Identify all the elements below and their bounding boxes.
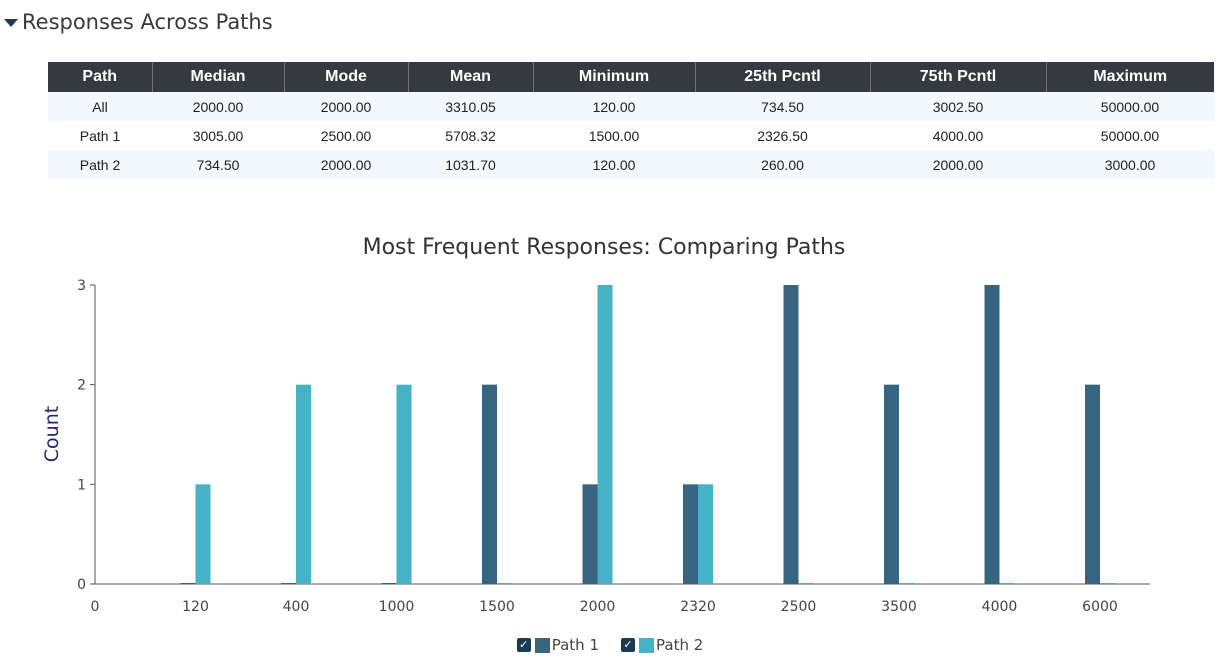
header-25th: 25th Pcntl (695, 62, 871, 92)
header-75th: 75th Pcntl (870, 62, 1047, 92)
x-tick-label: 0 (91, 599, 100, 615)
cell-minimum: 1500.00 (588, 127, 640, 144)
header-mode: Mode (284, 62, 409, 92)
legend: ✓ Path 1 ✓ Path 2 (0, 636, 1220, 654)
x-tick-label: 1500 (479, 599, 515, 615)
plot-area: 0 1 2 3 0 120 400 1000 1500 2000 2320 2500 3500 4000 6… (77, 278, 1150, 615)
table-header-row: Path Median Mode Mean Minimum 25th Pcntl… (48, 62, 1214, 92)
header-median: Median (152, 62, 285, 92)
cell-median: 2000.00 (152, 92, 284, 121)
cell-minimum: 120.00 (533, 92, 695, 121)
bar-path2-2000[interactable] (597, 285, 613, 584)
chart-title: Most Frequent Responses: Comparing Paths (363, 235, 846, 260)
x-tick-label: 400 (283, 599, 310, 615)
cell-75th: 3002.50 (870, 92, 1046, 121)
checkbox-checked-icon[interactable]: ✓ (621, 638, 635, 652)
cell-maximum: 50000.00 (1046, 92, 1214, 121)
bar-path1-2320[interactable] (683, 484, 698, 584)
section-toggle[interactable]: Responses Across Paths (4, 10, 273, 34)
bar-path2-4000[interactable] (999, 583, 1015, 584)
bar-path1-3500[interactable] (884, 384, 899, 584)
header-path: Path (48, 62, 153, 92)
x-tick-label: 1000 (379, 599, 415, 615)
bar-path2-120[interactable] (195, 484, 211, 584)
bar-path1-1000[interactable] (381, 583, 397, 584)
y-axis-label: Count (41, 406, 63, 462)
y-tick-label: 1 (77, 477, 86, 493)
y-tick-label: 0 (77, 577, 86, 593)
legend-item-path2[interactable]: ✓ Path 2 (621, 636, 703, 654)
table-row: Path 1 3005.00 2500.00 5708.32 1500.00 2… (48, 121, 1214, 150)
bar-path2-2320[interactable] (698, 484, 713, 584)
table-row: All 2000.00 2000.00 3310.05 120.00 734.5… (48, 92, 1214, 121)
cell-mean: 1031.70 (408, 150, 533, 179)
cell-25th: 260.00 (695, 150, 870, 179)
header-mean: Mean (408, 62, 534, 92)
legend-swatch (639, 637, 654, 653)
bar-path1-4000[interactable] (984, 285, 1000, 584)
bar-path1-6000[interactable] (1085, 384, 1100, 584)
cell-25th: 2326.50 (757, 127, 808, 144)
bar-path1-2000[interactable] (582, 484, 598, 584)
x-tick-label: 120 (182, 599, 209, 615)
checkbox-checked-icon[interactable]: ✓ (516, 638, 531, 652)
cell-mean: 5708.32 (445, 127, 496, 144)
bar-path2-3500[interactable] (899, 583, 914, 584)
cell-path: Path 1 (79, 127, 121, 144)
cell-median: 3005.00 (192, 127, 244, 144)
x-tick-label: 2000 (580, 599, 616, 615)
x-tick-label: 2500 (781, 599, 817, 615)
cell-minimum: 120.00 (533, 150, 695, 179)
cell-75th: 4000.00 (932, 127, 984, 144)
cell-path: Path 2 (48, 150, 152, 179)
bar-path2-1500[interactable] (497, 583, 512, 584)
header-minimum: Minimum (533, 62, 696, 92)
cell-median: 734.50 (152, 150, 284, 179)
bar-chart: Most Frequent Responses: Comparing Paths… (41, 235, 1150, 615)
cell-25th: 734.50 (695, 92, 870, 121)
cell-path: All (48, 92, 152, 121)
cell-75th: 2000.00 (870, 150, 1046, 179)
table-row: Path 2 734.50 2000.00 1031.70 120.00 260… (48, 150, 1214, 179)
bar-path2-1000[interactable] (396, 384, 412, 584)
stats-table: Path Median Mode Mean Minimum 25th Pcntl… (48, 62, 1214, 179)
y-tick-label: 2 (77, 378, 86, 394)
bar-path1-400[interactable] (281, 583, 296, 584)
bar-path1-1500[interactable] (482, 384, 497, 584)
cell-mode: 2000.00 (284, 92, 408, 121)
bar-path1-120[interactable] (180, 583, 196, 584)
header-maximum: Maximum (1046, 62, 1214, 92)
bar-path2-6000[interactable] (1100, 583, 1115, 584)
legend-swatch (534, 637, 550, 653)
x-tick-label: 6000 (1082, 599, 1118, 615)
x-tick-label: 2320 (680, 599, 716, 615)
bar-path1-2500[interactable] (783, 285, 799, 584)
caret-down-icon (4, 19, 18, 27)
x-tick-label: 3500 (881, 599, 917, 615)
cell-maximum: 50000.00 (1100, 127, 1160, 144)
cell-mode: 2000.00 (284, 150, 408, 179)
cell-mode: 2500.00 (320, 127, 372, 144)
bar-path2-2500[interactable] (798, 583, 814, 584)
legend-item-path1[interactable]: ✓ Path 1 (516, 636, 599, 654)
section-title: Responses Across Paths (22, 10, 273, 34)
y-tick-label: 3 (77, 278, 86, 294)
cell-maximum: 3000.00 (1046, 150, 1214, 179)
legend-label: Path 2 (656, 636, 704, 654)
bar-path2-400[interactable] (296, 384, 311, 584)
x-tick-label: 4000 (982, 599, 1018, 615)
legend-label: Path 1 (551, 636, 599, 654)
cell-mean: 3310.05 (408, 92, 533, 121)
